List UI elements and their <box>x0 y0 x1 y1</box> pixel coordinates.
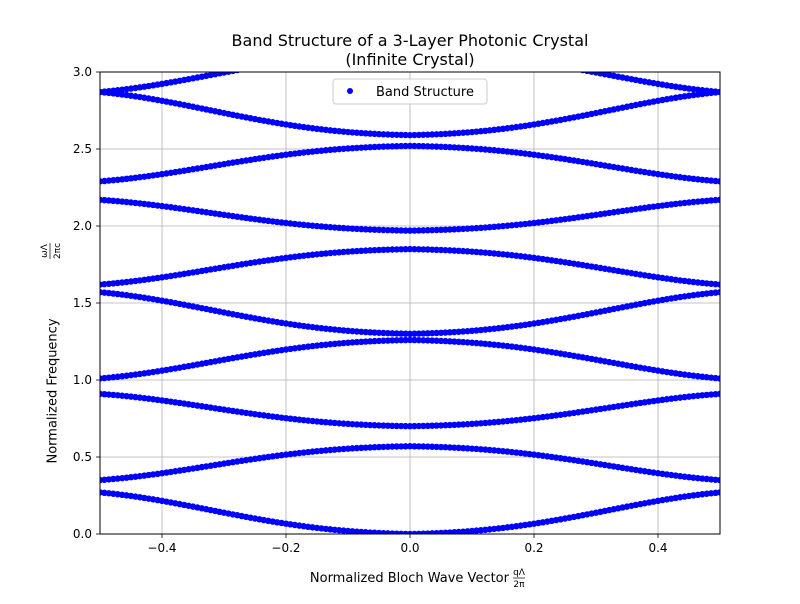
chart-title: Band Structure of a 3-Layer Photonic Cry… <box>232 31 589 50</box>
band-point <box>411 422 418 430</box>
band-point <box>415 422 423 430</box>
band-point <box>411 245 418 253</box>
band-point <box>397 422 405 430</box>
band-point <box>229 72 236 75</box>
y-tick-label: 0.0 <box>73 527 92 541</box>
x-tick-label: −0.4 <box>147 541 176 555</box>
y-tick-label: 2.5 <box>73 142 92 156</box>
band-point <box>411 443 418 450</box>
band-point <box>716 489 720 496</box>
y-tick-label: 1.0 <box>73 373 92 387</box>
band-point <box>716 476 720 484</box>
x-tick-label: 0.4 <box>648 541 667 555</box>
band-point <box>393 443 400 450</box>
x-axis-label-denominator: 2π <box>513 580 525 590</box>
band-point <box>397 142 405 150</box>
band-point <box>397 443 405 450</box>
band-point <box>415 443 423 450</box>
x-tick-label: 0.2 <box>524 541 543 555</box>
band-point <box>402 227 409 234</box>
x-axis-label: Normalized Bloch Wave Vector qΛ 2π <box>310 568 526 590</box>
band-point <box>402 142 409 150</box>
legend-label: Band Structure <box>376 85 474 100</box>
y-axis-label-denominator: 2πc <box>53 243 63 259</box>
legend-box <box>332 78 488 105</box>
band-point <box>397 246 405 253</box>
band-point <box>393 422 400 430</box>
chart-subtitle: (Infinite Crystal) <box>345 50 474 69</box>
band-point <box>406 227 414 234</box>
y-tick-label: 1.5 <box>73 296 92 310</box>
band-point <box>406 336 414 344</box>
y-axis-label-text: Normalized Frequency <box>46 318 61 463</box>
scatter-points <box>100 72 720 534</box>
y-axis-label: Normalized Frequency ωΛ 2πc <box>40 243 63 464</box>
band-point <box>406 142 414 150</box>
band-point <box>716 390 720 398</box>
band-point <box>716 375 720 382</box>
band-point <box>402 131 409 139</box>
band-point <box>406 330 414 337</box>
y-axis-ticks: 0.0 0.5 1.0 1.5 2.0 2.5 3.0 <box>73 65 100 541</box>
band-point <box>397 227 405 234</box>
legend-marker <box>347 88 353 94</box>
band-point <box>397 336 405 344</box>
y-tick-label: 2.0 <box>73 219 92 233</box>
y-tick-label: 3.0 <box>73 65 92 79</box>
band-point <box>406 245 414 253</box>
band-point <box>393 227 400 234</box>
band-point <box>411 142 418 150</box>
x-tick-label: 0.0 <box>400 541 419 555</box>
band-point <box>406 423 414 430</box>
y-tick-label: 0.5 <box>73 450 92 464</box>
band-point <box>716 178 720 185</box>
x-axis-label-numerator: qΛ <box>513 568 526 578</box>
band-point <box>225 72 232 75</box>
band-point <box>406 443 414 450</box>
band-point <box>402 422 409 430</box>
x-tick-label: −0.2 <box>271 541 300 555</box>
legend: Band Structure <box>332 78 488 105</box>
x-axis-label-text: Normalized Bloch Wave Vector <box>310 571 510 586</box>
band-point <box>402 245 409 253</box>
band-point <box>716 88 720 96</box>
y-axis-label-numerator: ωΛ <box>40 243 50 258</box>
band-point <box>402 336 409 344</box>
band-point <box>411 227 418 234</box>
band-point <box>402 443 409 450</box>
band-point <box>716 289 720 296</box>
band-point <box>411 336 418 344</box>
band-point <box>402 330 409 337</box>
band-point <box>415 227 423 234</box>
band-point <box>716 281 720 288</box>
band-point <box>406 131 414 139</box>
x-axis-ticks: −0.4 −0.2 0.0 0.2 0.4 <box>147 534 668 555</box>
plot-area <box>100 72 720 534</box>
band-point <box>716 196 720 204</box>
